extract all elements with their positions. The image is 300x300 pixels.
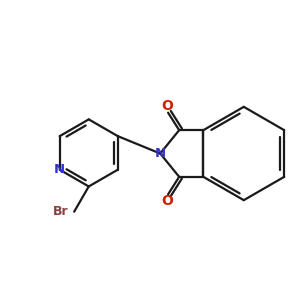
Text: N: N bbox=[54, 163, 65, 176]
Text: O: O bbox=[161, 194, 173, 208]
Text: O: O bbox=[161, 99, 173, 113]
Text: N: N bbox=[154, 147, 166, 160]
Text: Br: Br bbox=[53, 205, 69, 218]
